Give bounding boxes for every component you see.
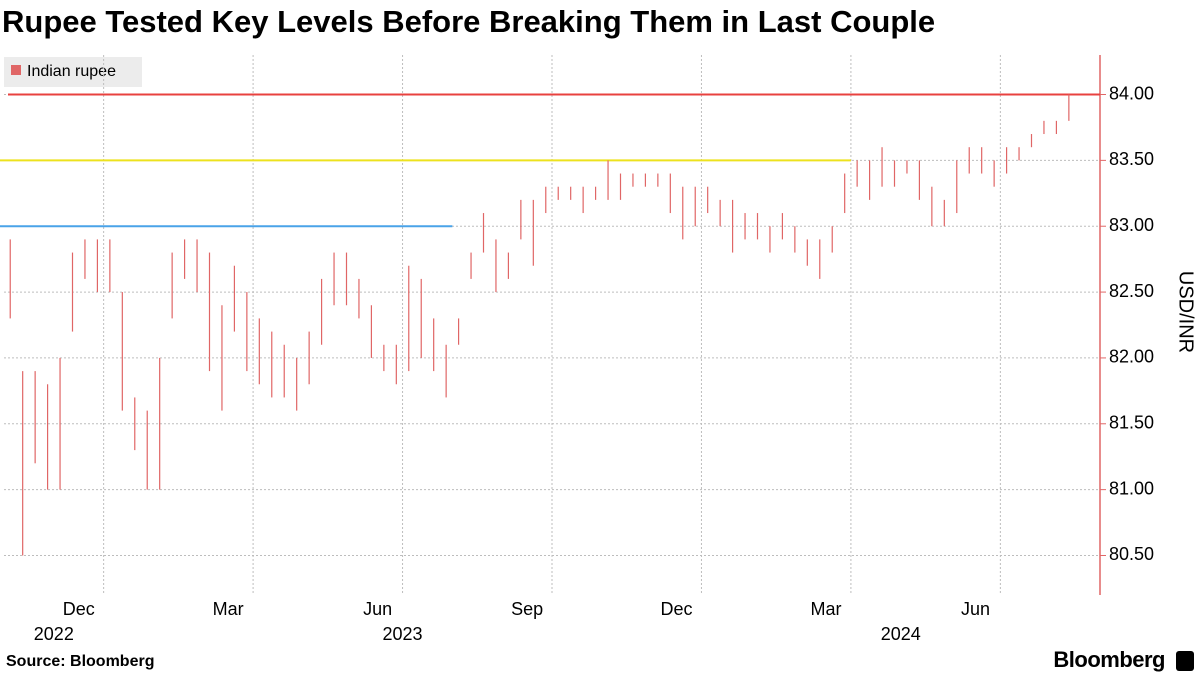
source: Source: Bloomberg	[6, 653, 154, 670]
year-label: 2022	[34, 624, 74, 644]
x-tick-label: Mar	[811, 599, 842, 619]
y-tick-label: 83.50	[1109, 149, 1154, 169]
y-axis-label: USD/INR	[1175, 271, 1197, 353]
legend-swatch	[11, 65, 21, 75]
x-tick-label: Dec	[63, 599, 95, 619]
brand-icon	[1176, 651, 1194, 671]
x-tick-label: Mar	[213, 599, 244, 619]
x-tick-label: Sep	[511, 599, 543, 619]
y-tick-label: 84.00	[1109, 83, 1154, 103]
y-tick-label: 80.50	[1109, 544, 1154, 564]
x-tick-label: Jun	[961, 599, 990, 619]
brand: Bloomberg	[1053, 647, 1165, 672]
y-tick-label: 82.50	[1109, 281, 1154, 301]
y-tick-label: 81.50	[1109, 413, 1154, 433]
year-label: 2023	[383, 624, 423, 644]
y-tick-label: 83.00	[1109, 215, 1154, 235]
legend-label: Indian rupee	[27, 63, 116, 80]
y-tick-label: 82.00	[1109, 347, 1154, 367]
chart-title: Rupee Tested Key Levels Before Breaking …	[2, 4, 935, 39]
year-label: 2024	[881, 624, 921, 644]
x-tick-label: Dec	[661, 599, 693, 619]
x-tick-label: Jun	[363, 599, 392, 619]
y-tick-label: 81.00	[1109, 478, 1154, 498]
legend-box	[4, 57, 142, 87]
